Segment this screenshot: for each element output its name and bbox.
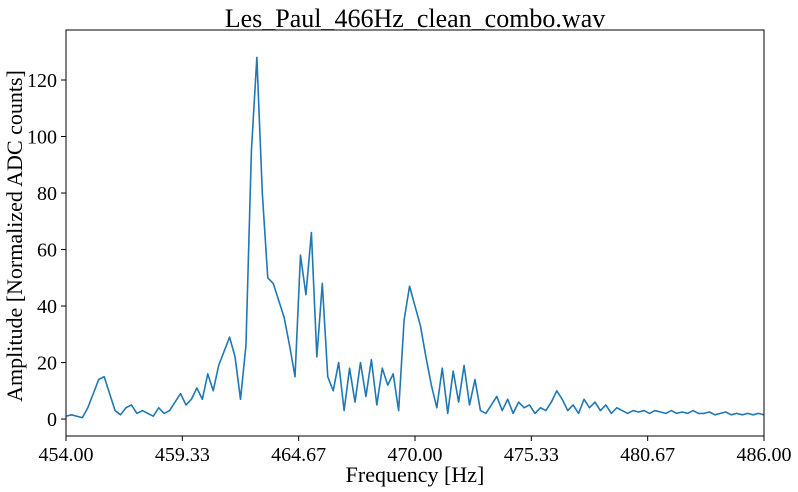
plot-frame xyxy=(65,29,765,437)
x-axis-label: Frequency [Hz] xyxy=(346,462,485,487)
line-series xyxy=(65,56,765,419)
x-tick-label: 480.67 xyxy=(620,444,675,466)
x-tick-label: 459.33 xyxy=(155,444,210,466)
x-tick-label: 454.00 xyxy=(39,444,94,466)
y-tick-label: 60 xyxy=(37,240,57,262)
y-tick-label: 0 xyxy=(47,409,57,431)
x-tick-label: 486.00 xyxy=(737,444,792,466)
x-tick-label: 470.00 xyxy=(388,444,443,466)
x-tick-label: 464.67 xyxy=(271,444,326,466)
y-axis-label: Amplitude [Normalized ADC counts] xyxy=(2,70,27,402)
y-tick-label: 80 xyxy=(37,183,57,205)
x-tick-label: 475.33 xyxy=(504,444,559,466)
chart-title: Les_Paul_466Hz_clean_combo.wav xyxy=(225,4,606,33)
y-tick-label: 20 xyxy=(37,353,57,375)
y-tick-label: 100 xyxy=(27,127,57,149)
y-tick-label: 120 xyxy=(27,70,57,92)
y-tick-label: 40 xyxy=(37,296,57,318)
